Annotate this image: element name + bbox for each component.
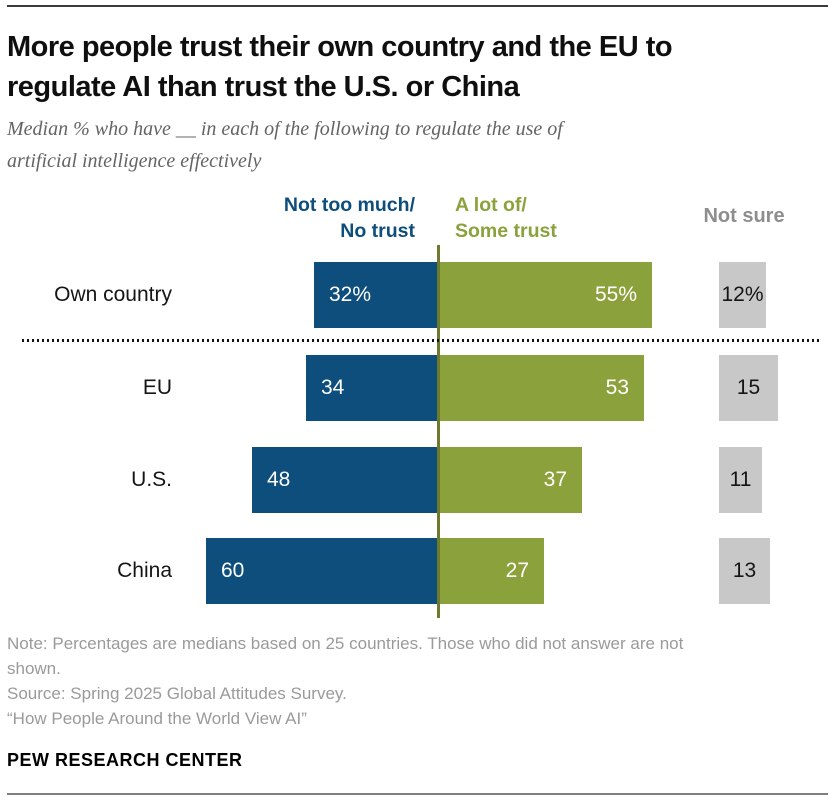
report-title-line: “How People Around the World View AI” xyxy=(7,709,307,728)
legend-no-trust-line2: No trust xyxy=(340,220,415,242)
chart-title-line1: More people trust their own country and … xyxy=(7,31,673,63)
legend-not-sure: Not sure xyxy=(703,205,785,227)
pew-research-center-brand: PEW RESEARCH CENTER xyxy=(7,750,243,770)
bar-row-us: U.S. 48 37 11 xyxy=(0,447,840,513)
category-label: U.S. xyxy=(131,468,172,491)
bar-not-sure: 15 xyxy=(719,355,778,421)
bar-not-sure: 12% xyxy=(719,262,766,328)
chart-title-line2: regulate AI than trust the U.S. or China xyxy=(7,71,520,103)
footer-notes: Note: Percentages are medians based on 2… xyxy=(7,631,827,731)
bar-positive: 55% xyxy=(440,262,652,328)
legend-some-trust-line1: A lot of/ xyxy=(455,194,527,216)
legend-some-trust-line2: Some trust xyxy=(455,220,557,242)
dotted-divider xyxy=(22,339,822,342)
bar-row-own-country: Own country 32% 55% 12% xyxy=(0,262,840,328)
bar-positive: 53 xyxy=(440,355,644,421)
bar-positive: 37 xyxy=(440,447,582,513)
legend-some-trust: A lot of/ Some trust xyxy=(455,192,755,244)
bar-not-sure: 13 xyxy=(719,538,770,604)
bar-not-sure: 11 xyxy=(719,447,762,513)
note-line2: shown. xyxy=(7,659,61,678)
bar-row-china: China 60 27 13 xyxy=(0,538,840,604)
bar-negative: 32% xyxy=(314,262,437,328)
legend-no-trust: Not too much/ No trust xyxy=(115,192,415,244)
category-label: EU xyxy=(142,376,172,399)
bottom-rule xyxy=(7,793,828,795)
bar-positive: 27 xyxy=(440,538,544,604)
chart-title: More people trust their own country and … xyxy=(7,27,822,107)
chart-subtitle-line1: Median % who have __ in each of the foll… xyxy=(7,118,563,140)
legend-no-trust-line1: Not too much/ xyxy=(283,194,415,216)
note-line1: Note: Percentages are medians based on 2… xyxy=(7,634,684,653)
category-label: China xyxy=(117,559,172,582)
chart-subtitle: Median % who have __ in each of the foll… xyxy=(7,113,807,177)
bar-negative: 60 xyxy=(206,538,437,604)
bar-row-eu: EU 34 53 15 xyxy=(0,355,840,421)
bar-negative: 48 xyxy=(252,447,437,513)
center-axis-line xyxy=(437,245,440,618)
source-line: Source: Spring 2025 Global Attitudes Sur… xyxy=(7,684,347,703)
category-label: Own country xyxy=(54,283,172,306)
bar-negative: 34 xyxy=(306,355,437,421)
top-rule xyxy=(7,5,828,7)
chart-subtitle-line2: artificial intelligence effectively xyxy=(7,150,262,172)
